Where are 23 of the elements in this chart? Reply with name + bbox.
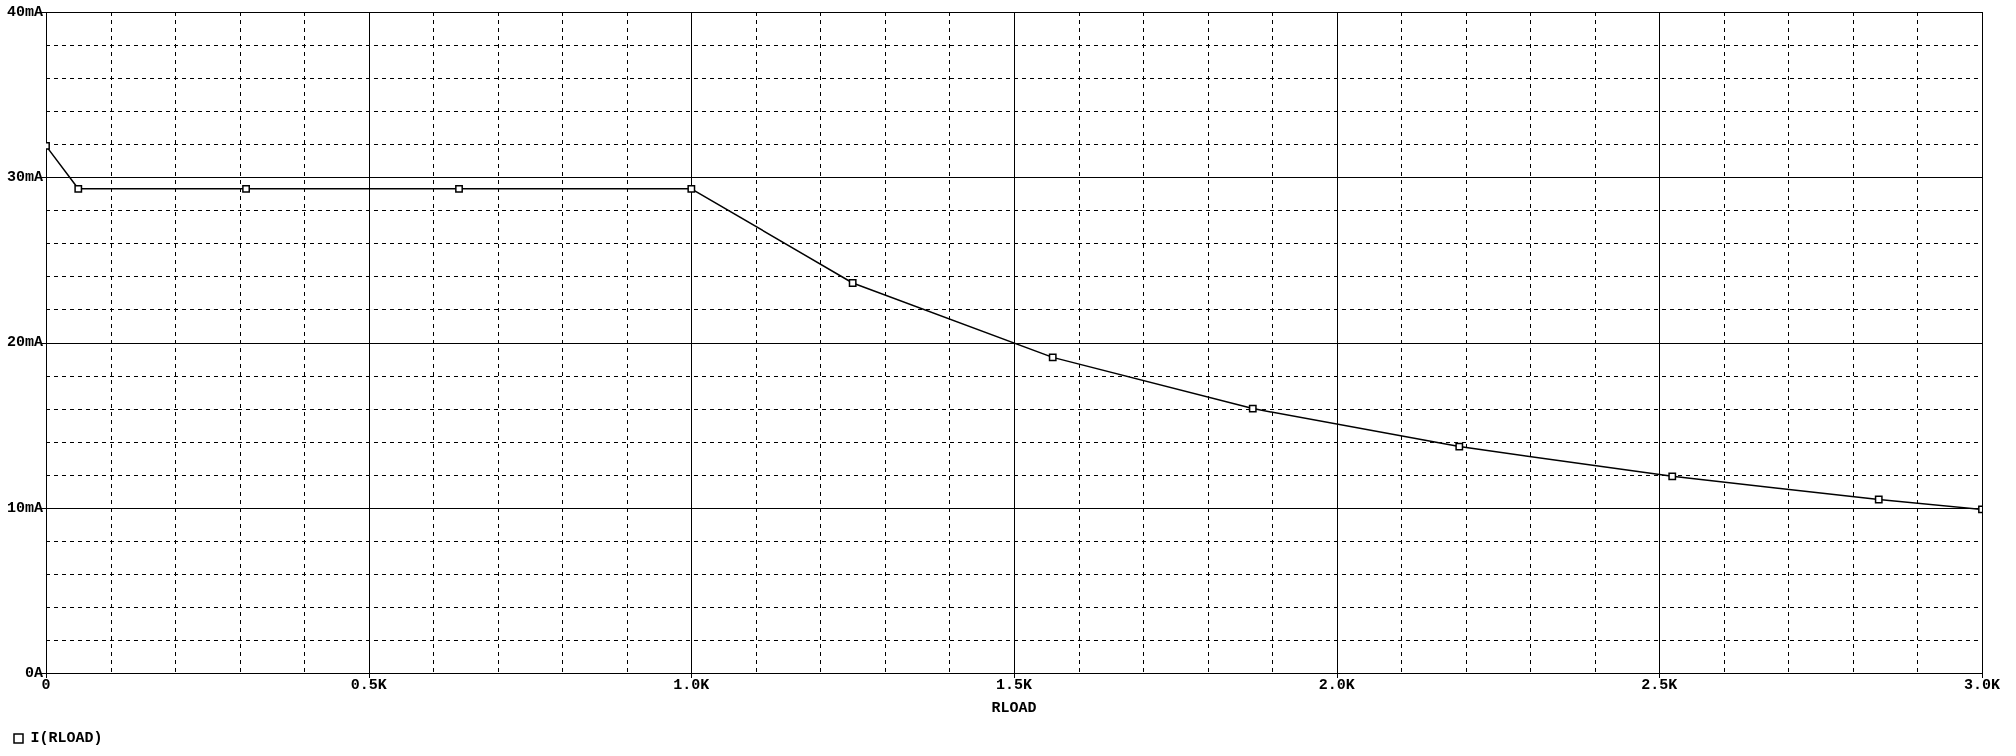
x-tick-label: 2.5K [1641,676,1678,694]
x-tick-label: 2.0K [1318,676,1355,694]
x-axis-title: RLOAD [991,699,1037,717]
point [455,184,463,193]
point [848,279,857,287]
x-tick-label: 0.5K [350,676,387,694]
x-tick-label: 1.0K [673,676,710,694]
point [1455,442,1464,451]
point [1668,472,1677,481]
x-tick-label: 0 [41,676,51,694]
point [1248,404,1257,413]
y-tick-label: 10mA [6,499,44,517]
point [1874,495,1883,504]
point [74,184,83,193]
y-tick-label: 20mA [6,334,44,352]
y-tick-label: 30mA [6,169,44,187]
y-tick-label: 40mA [6,3,44,21]
x-tick-label: 3.0K [1963,676,2001,694]
point [687,184,696,193]
point [242,184,250,193]
legend-label: I(RLOAD) [30,730,103,748]
x-tick-label: 1.5K [996,676,1033,694]
point [1048,353,1057,362]
